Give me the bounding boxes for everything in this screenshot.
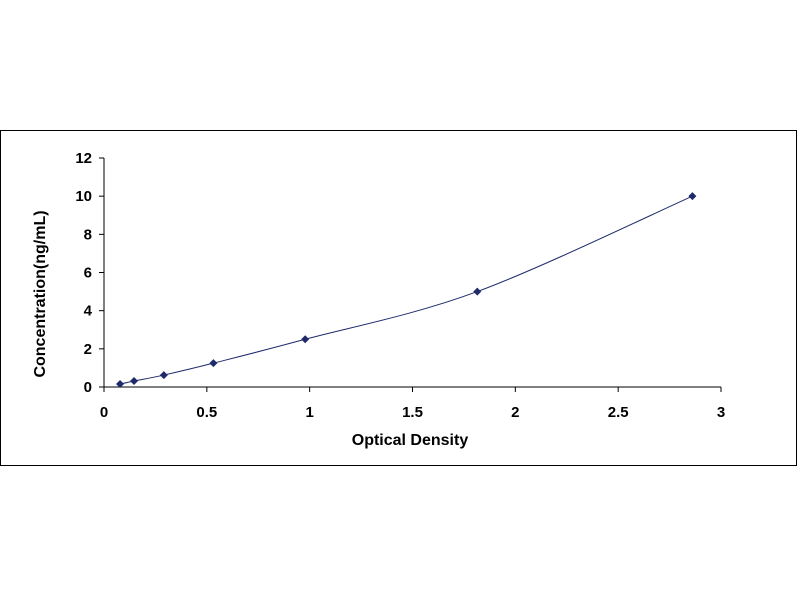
- y-tick-label: 2: [84, 341, 92, 358]
- data-point: [688, 192, 697, 201]
- data-point: [130, 377, 139, 386]
- data-point: [301, 335, 310, 344]
- y-tick-label: 10: [75, 188, 92, 205]
- x-tick-label: 2: [511, 404, 519, 421]
- y-axis-title: Concentration(ng/mL): [32, 210, 49, 377]
- x-tick-label: 2.5: [608, 404, 629, 421]
- data-point: [116, 380, 125, 389]
- data-point: [159, 371, 168, 380]
- plot-area: 0 2 4 6 8 10 12 0 0.5 1 1.5 2 2.5 3: [75, 150, 725, 421]
- y-tick-label: 4: [84, 303, 93, 320]
- x-tick-label: 0: [100, 404, 108, 421]
- trend-line: [119, 195, 693, 385]
- data-point: [473, 287, 482, 296]
- y-tick-label: 6: [84, 265, 92, 282]
- data-point: [209, 359, 218, 368]
- x-tick-label: 1.5: [402, 404, 423, 421]
- chart-frame: 0 2 4 6 8 10 12 0 0.5 1 1.5 2 2.5 3 Optical Density C…: [0, 130, 797, 466]
- y-tick-label: 0: [84, 379, 92, 396]
- x-tick-label: 1: [305, 404, 313, 421]
- y-tick-label: 8: [84, 226, 92, 243]
- standard-curve-chart: 0 2 4 6 8 10 12 0 0.5 1 1.5 2 2.5 3 Optical Density C…: [32, 150, 725, 449]
- x-tick-label: 0.5: [196, 404, 217, 421]
- y-tick-label: 12: [75, 150, 92, 167]
- x-tick-label: 3: [717, 404, 725, 421]
- x-axis-title: Optical Density: [352, 432, 469, 449]
